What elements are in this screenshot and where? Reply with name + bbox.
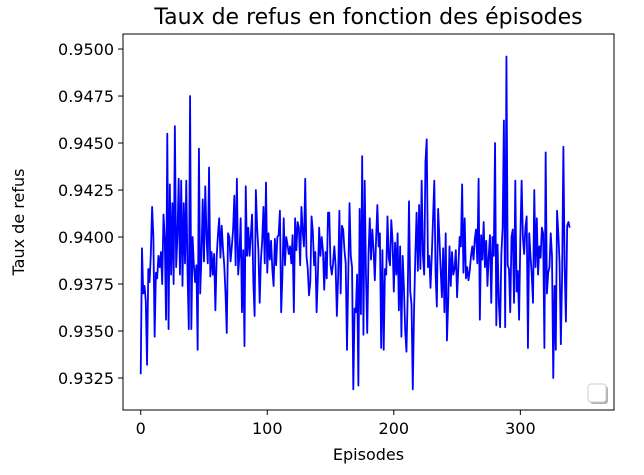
y-tick-label: 0.9375 [58, 275, 114, 294]
y-tick-label: 0.9425 [58, 181, 114, 200]
x-tick-label: 300 [505, 419, 536, 438]
x-axis-label: Episodes [333, 445, 404, 464]
legend-frame [587, 383, 607, 403]
x-axis: 0 100 200 300 [136, 410, 536, 438]
y-tick-label: 0.9500 [58, 40, 114, 59]
legend-box [587, 383, 608, 404]
y-axis-label: Taux de refus [9, 169, 28, 277]
y-tick-label: 0.9450 [58, 134, 114, 153]
chart-title: Taux de refus en fonction des épisodes [153, 5, 582, 30]
y-axis: 0.9325 0.9350 0.9375 0.9400 0.9425 0.9450 0.94… [58, 40, 123, 388]
y-tick-label: 0.9400 [58, 228, 114, 247]
plot-frame [122, 33, 615, 411]
x-tick-label: 0 [136, 419, 146, 438]
x-tick-label: 200 [379, 419, 410, 438]
y-tick-label: 0.9475 [58, 87, 114, 106]
series-line [139, 55, 571, 391]
x-tick-label: 100 [252, 419, 283, 438]
y-tick-label: 0.9325 [58, 369, 114, 388]
y-tick-label: 0.9350 [58, 322, 114, 341]
